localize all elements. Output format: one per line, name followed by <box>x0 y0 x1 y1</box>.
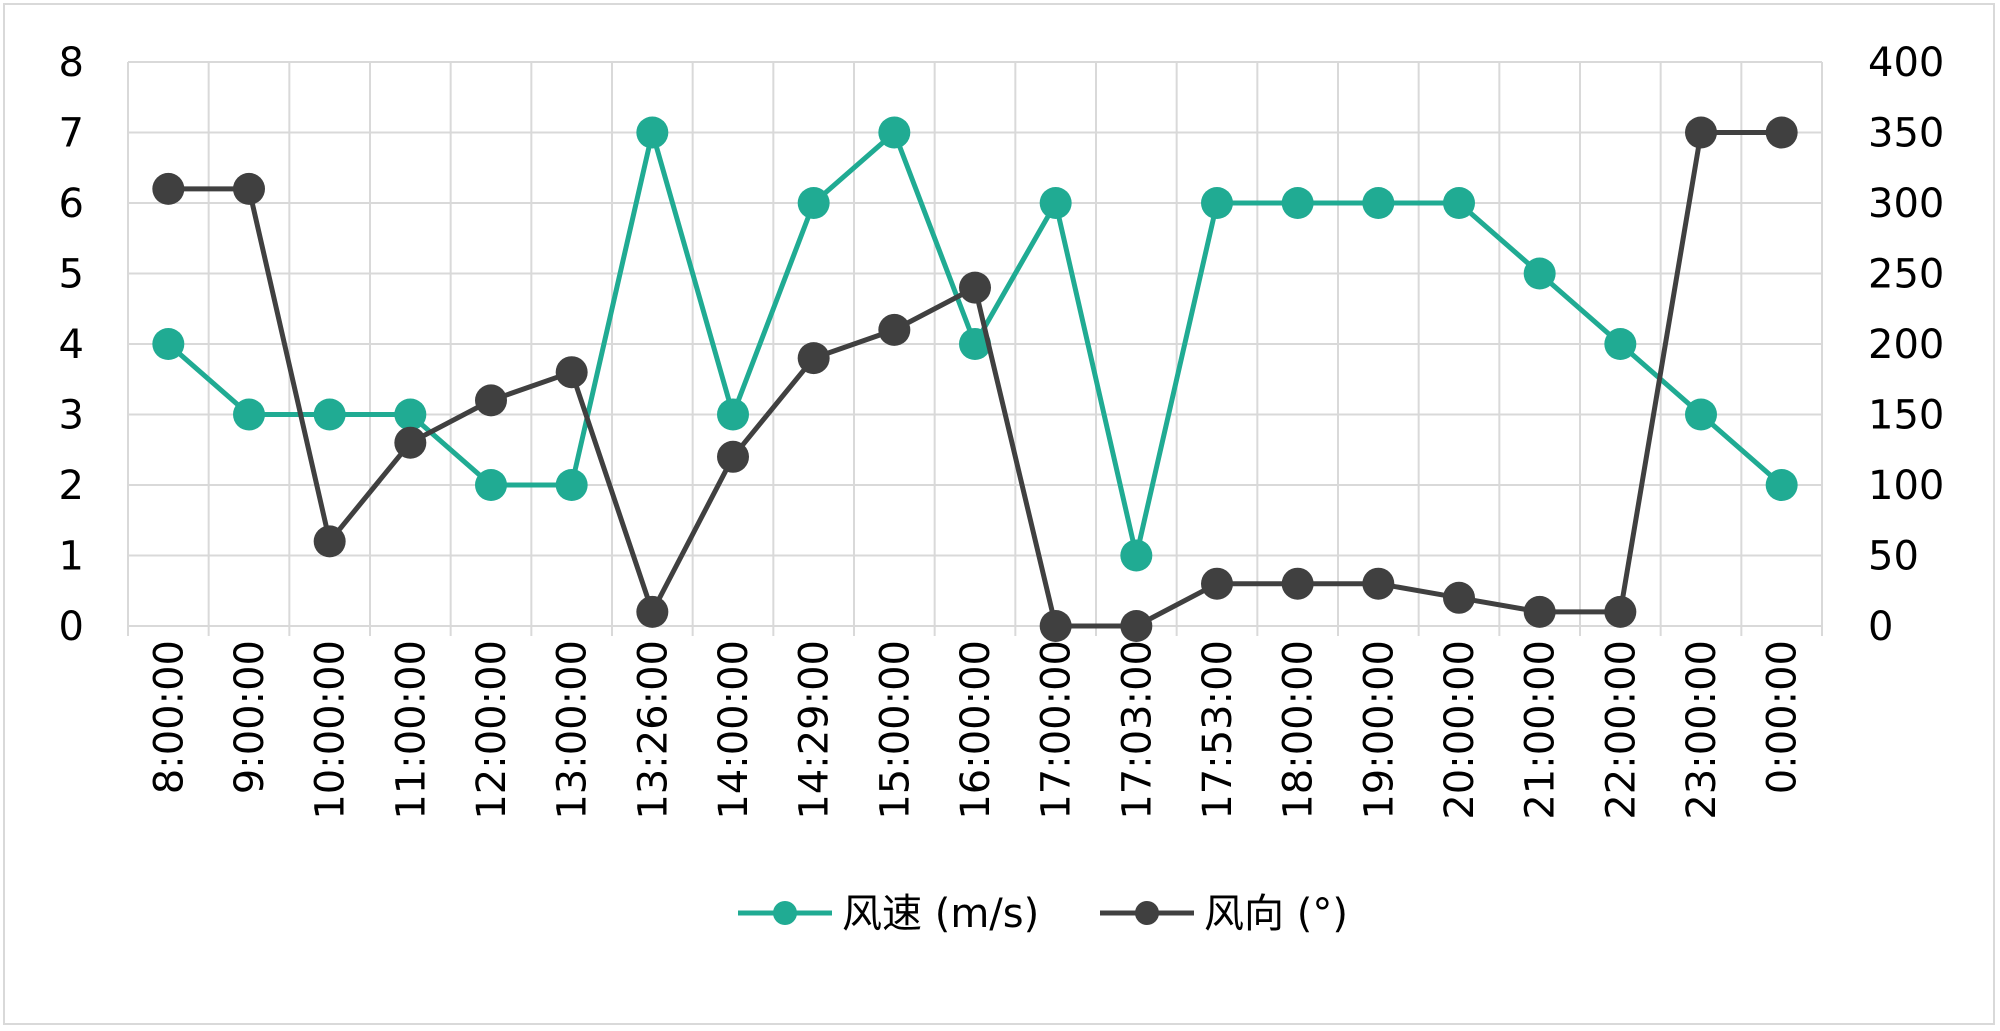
data-point <box>959 328 991 360</box>
x-tick-label: 18:00:00 <box>1276 640 1322 820</box>
data-point <box>959 271 991 304</box>
y2-tick-label: 300 <box>1868 181 1944 227</box>
y-tick-label: 0 <box>59 604 84 650</box>
data-point <box>313 525 346 558</box>
x-tick-label: 11:00:00 <box>388 640 434 820</box>
y2-tick-label: 250 <box>1868 252 1944 298</box>
y2-tick-label: 50 <box>1868 534 1919 580</box>
data-point <box>555 469 588 501</box>
x-tick-label: 9:00:00 <box>227 640 273 794</box>
legend-item-2: 风向 (°) <box>1100 891 1348 937</box>
y2-tick-label: 0 <box>1868 604 1893 650</box>
y-tick-label: 7 <box>59 111 84 157</box>
x-tick-label: 22:00:00 <box>1598 640 1644 820</box>
data-point <box>233 172 265 205</box>
y2-tick-label: 400 <box>1868 40 1944 86</box>
data-point <box>1281 567 1314 600</box>
x-tick-label: 14:00:00 <box>711 640 757 820</box>
data-point <box>1201 187 1233 219</box>
x-tick-label: 8:00:00 <box>146 640 192 794</box>
x-tick-label: 15:00:00 <box>872 640 918 820</box>
data-point <box>1685 398 1717 431</box>
x-tick-label: 0:00:00 <box>1760 640 1806 794</box>
x-tick-label: 23:00:00 <box>1679 640 1725 820</box>
data-point <box>1523 257 1556 290</box>
data-point <box>1523 595 1556 628</box>
data-point <box>313 398 346 431</box>
data-point <box>1201 567 1233 600</box>
data-point <box>1443 187 1475 219</box>
x-tick-label: 10:00:00 <box>308 640 354 820</box>
axes: 0 1 2 3 4 5 6 7 8 0 50 100 150 200 250 300 350 400 8:00:00… <box>59 40 1945 820</box>
legend-marker <box>1135 901 1159 925</box>
data-point <box>233 398 265 431</box>
data-point <box>878 313 911 346</box>
y2-tick-label: 150 <box>1868 393 1944 439</box>
y-tick-label: 5 <box>59 252 84 298</box>
legend-item-1: 风速 (m/s) <box>738 891 1039 937</box>
y2-tick-label: 200 <box>1868 322 1944 368</box>
series-1 <box>152 116 1798 572</box>
y-tick-label: 4 <box>59 322 84 368</box>
x-tick-label: 17:53:00 <box>1195 640 1241 820</box>
data-point <box>1039 187 1072 219</box>
chart-frame <box>3 3 1995 1025</box>
y2-tick-label: 100 <box>1868 463 1944 509</box>
y-tick-label: 3 <box>59 393 84 439</box>
data-point <box>1362 187 1395 219</box>
data-point <box>394 398 427 431</box>
data-point <box>1120 539 1153 572</box>
x-tick-label: 14:29:00 <box>792 640 838 820</box>
data-point <box>152 328 185 360</box>
data-point <box>394 426 427 459</box>
x-tick-label: 16:00:00 <box>953 640 999 820</box>
legend-label: 风向 (°) <box>1204 891 1348 937</box>
data-point <box>1039 610 1072 642</box>
data-point <box>636 116 669 149</box>
legend: 风速 (m/s) 风向 (°) <box>738 891 1348 937</box>
data-point <box>636 595 669 628</box>
data-point <box>878 116 911 149</box>
data-point <box>475 384 507 417</box>
data-point <box>1362 567 1395 600</box>
data-point <box>1281 187 1314 219</box>
x-tick-label: 21:00:00 <box>1518 640 1564 820</box>
data-point <box>555 356 588 389</box>
y2-tick-label: 350 <box>1868 111 1944 157</box>
y-tick-label: 6 <box>59 181 84 227</box>
data-point <box>152 172 185 205</box>
data-point <box>475 469 507 501</box>
x-tick-label: 17:00:00 <box>1034 640 1080 820</box>
y-tick-label: 1 <box>59 534 84 580</box>
data-point <box>717 398 749 431</box>
data-point <box>1120 610 1153 642</box>
data-point <box>1604 328 1637 360</box>
legend-label: 风速 (m/s) <box>842 891 1039 937</box>
data-point <box>717 440 749 473</box>
legend-marker <box>773 901 797 925</box>
series-2 <box>152 116 1798 642</box>
data-point <box>1685 116 1717 149</box>
x-tick-label: 13:26:00 <box>630 640 676 820</box>
data-point <box>1604 595 1637 628</box>
x-tick-label: 12:00:00 <box>469 640 515 820</box>
x-tick-label: 19:00:00 <box>1356 640 1402 820</box>
y-tick-label: 2 <box>59 463 84 509</box>
data-point <box>1765 116 1798 149</box>
data-point <box>1765 469 1798 501</box>
x-tick-label: 13:00:00 <box>550 640 596 820</box>
series-layer <box>152 116 1798 642</box>
data-point <box>797 187 830 219</box>
data-point <box>1443 581 1475 614</box>
x-tick-label: 17:03:00 <box>1114 640 1160 820</box>
data-point <box>797 342 830 375</box>
series-line <box>168 130 1782 629</box>
x-tick-label: 20:00:00 <box>1437 640 1483 820</box>
y-tick-label: 8 <box>59 40 84 86</box>
